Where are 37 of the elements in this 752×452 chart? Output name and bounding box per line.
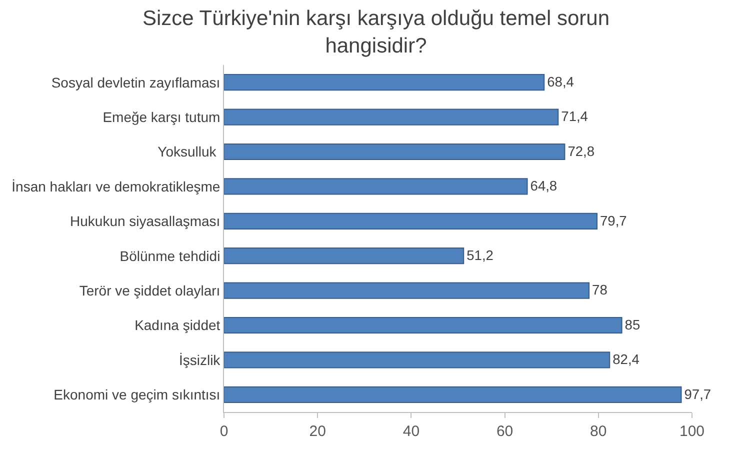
bar [224,108,559,126]
x-tick-label: 80 [590,423,607,440]
y-tick-label: Emeğe karşı tutum [102,108,220,125]
x-tick-label: 20 [309,423,326,440]
data-label: 97,7 [684,386,712,402]
bar [224,212,598,230]
data-label: 71,4 [561,109,588,124]
y-tick-label: Terör ve şiddet olayları [79,282,220,298]
bar [224,386,682,403]
y-tick-label: Kadına şiddet [134,317,220,334]
y-tick-label: Hukukun siyasallaşması [70,213,220,230]
data-label: 79,7 [600,213,627,228]
bar [224,74,545,91]
bar [224,282,590,299]
data-label: 51,2 [466,248,494,263]
bar [224,248,464,264]
data-label: 64,8 [530,178,558,194]
x-tick-label: 100 [679,423,705,440]
y-tick-label: Yoksulluk [158,144,220,160]
data-label: 68,4 [547,74,574,90]
bar [224,178,528,195]
bar [224,316,622,334]
bar [224,143,566,160]
data-label: 85 [624,317,640,332]
data-label: 82,4 [612,352,640,368]
bar [224,352,610,368]
x-tick-label: 40 [402,423,420,440]
y-tick-label: İşsizlik [178,352,222,368]
y-tick-label: İnsan hakları ve demokratikleşme [12,178,220,194]
x-tick-label: 0 [220,423,228,440]
y-tick-label: Bölünme tehdidi [120,248,220,264]
chart-title: Sizce Türkiye'nin karşı karşıya olduğu temel sorun hangisidir? [142,7,610,58]
x-tick-label: 60 [496,423,514,440]
data-label: 78 [592,282,608,298]
y-tick-label: Sosyal devletin zayıflaması [51,74,220,90]
y-tick-label: Ekonomi ve geçim sıkıntısı [54,386,220,403]
data-label: 72,8 [568,144,595,159]
